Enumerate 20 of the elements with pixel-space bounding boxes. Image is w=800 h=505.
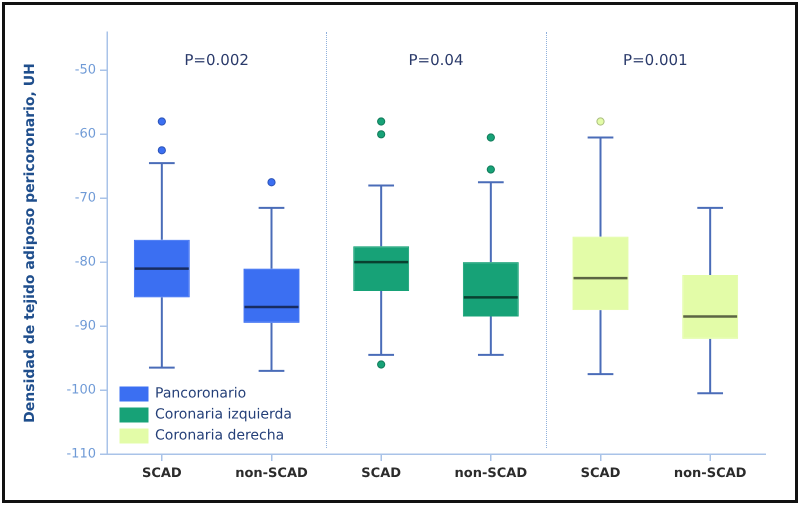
y-tick-label: -70 xyxy=(74,190,96,206)
legend-label: Coronaria izquierda xyxy=(155,406,292,423)
x-tick-label: SCAD xyxy=(142,466,182,482)
x-tick-label: non-SCAD xyxy=(454,466,528,482)
annotation: P=0.001 xyxy=(623,50,688,69)
annotation: P=0.04 xyxy=(408,50,464,69)
y-tick-label: -110 xyxy=(66,446,96,462)
y-tick-label: -100 xyxy=(66,382,96,398)
x-tick-label: non-SCAD xyxy=(674,466,747,482)
x-tick-label: SCAD xyxy=(361,466,402,482)
legend-label: Pancoronario xyxy=(155,386,246,402)
y-tick-label: -80 xyxy=(74,254,96,270)
y-axis-title: Densidad de tejido adiposo pericoronario, UH xyxy=(22,63,38,423)
x-tick-label: SCAD xyxy=(580,466,621,482)
annotation: P=0.002 xyxy=(184,50,249,69)
y-tick-label: -60 xyxy=(74,126,96,142)
y-tick-label: -90 xyxy=(74,318,96,334)
y-tick-label: -50 xyxy=(74,62,96,78)
x-tick-label: non-SCAD xyxy=(235,466,308,482)
legend-label: Coronaria derecha xyxy=(155,428,284,444)
